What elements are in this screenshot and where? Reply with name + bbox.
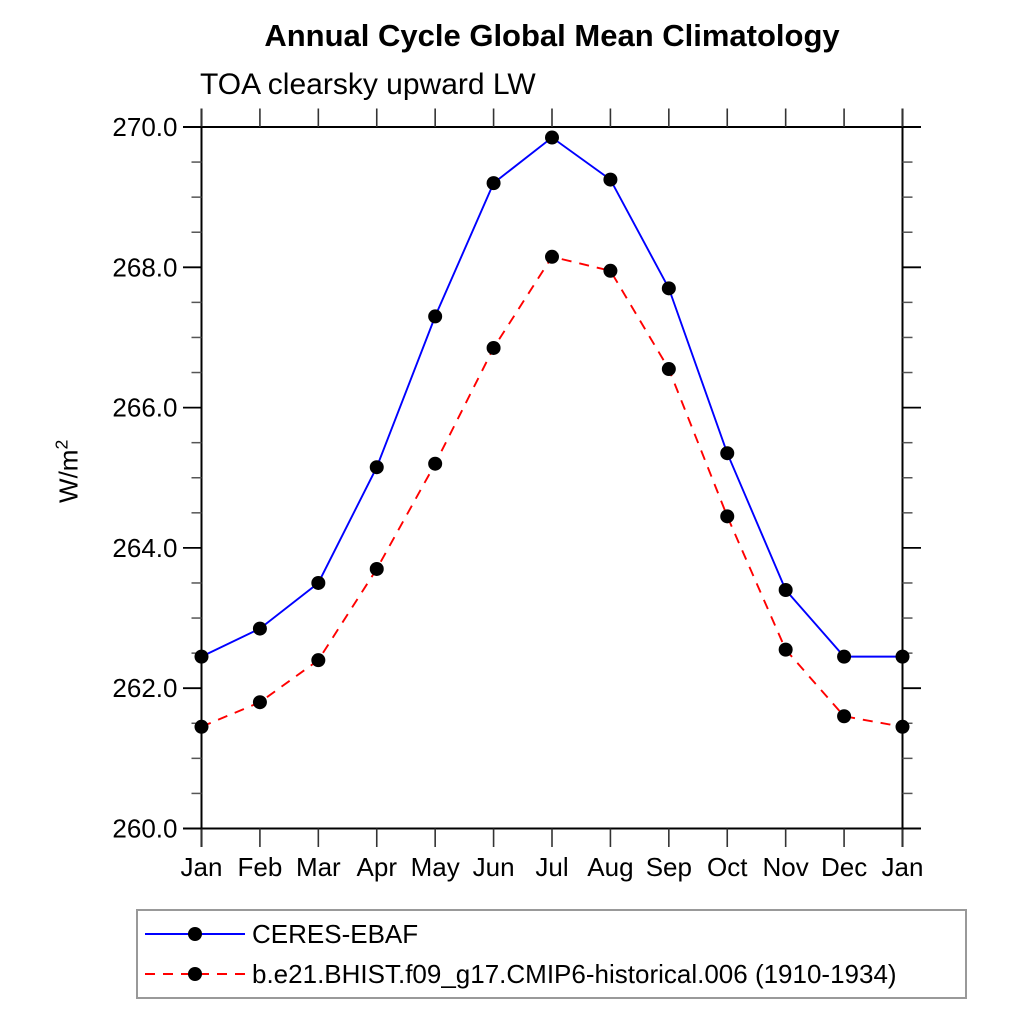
x-tick-label: Jul: [535, 852, 568, 882]
data-point-series-1: [545, 249, 559, 264]
data-point-series-0: [369, 460, 384, 475]
data-point-series-1: [369, 561, 384, 576]
data-point-series-1: [720, 509, 735, 524]
data-point-series-0: [661, 281, 676, 296]
series-line-0: [201, 136, 903, 658]
data-point-series-0: [194, 649, 209, 664]
data-point-series-0: [311, 575, 326, 590]
x-tick-label: Aug: [587, 852, 633, 882]
x-tick-label: Oct: [707, 852, 748, 882]
x-tick-label: Jun: [473, 852, 515, 882]
legend: CERES-EBAF b.e21.BHIST.f09_g17.CMIP6-his…: [136, 909, 967, 999]
legend-line-sample-dashed: [145, 967, 245, 981]
y-tick-label: 270.0: [112, 112, 177, 142]
x-tick-label: May: [411, 852, 460, 882]
chart-title: Annual Cycle Global Mean Climatology: [264, 18, 840, 53]
legend-label-observation: CERES-EBAF: [252, 918, 419, 949]
legend-label-model: b.e21.BHIST.f09_g17.CMIP6-historical.006…: [252, 958, 897, 989]
x-tick-label: Apr: [357, 852, 398, 882]
x-tick-label: Sep: [646, 852, 692, 882]
legend-line-sample-solid: [145, 927, 245, 941]
data-point-series-1: [194, 719, 209, 734]
data-point-series-1: [252, 695, 267, 710]
data-point-series-0: [603, 172, 618, 187]
data-point-series-0: [720, 446, 735, 461]
x-tick-label: Mar: [296, 852, 341, 882]
y-tick-label: 266.0: [112, 393, 177, 423]
data-point-series-1: [895, 719, 910, 734]
y-tick-label: 260.0: [112, 814, 177, 844]
data-point-series-1: [837, 709, 852, 724]
data-point-series-0: [252, 621, 267, 636]
data-point-series-0: [837, 649, 852, 664]
data-point-series-1: [311, 653, 326, 668]
data-point-series-1: [603, 263, 618, 278]
x-tick-label: Jan: [181, 852, 223, 882]
x-tick-label: Jan: [882, 852, 924, 882]
legend-marker-dot-icon: [188, 967, 202, 981]
data-point-series-1: [661, 362, 676, 377]
data-point-series-0: [486, 176, 501, 191]
data-point-series-1: [486, 340, 501, 355]
data-point-series-0: [895, 649, 910, 664]
y-tick-label: 268.0: [112, 252, 177, 282]
data-point-series-0: [428, 309, 443, 324]
legend-item-model: b.e21.BHIST.f09_g17.CMIP6-historical.006…: [138, 954, 965, 994]
data-point-series-1: [778, 642, 793, 657]
x-tick-label: Dec: [821, 852, 867, 882]
chart-subtitle: TOA clearsky upward LW: [200, 68, 536, 101]
x-tick-label: Feb: [238, 852, 283, 882]
legend-marker-dot-icon: [188, 927, 202, 941]
data-point-series-0: [778, 582, 793, 597]
data-point-series-0: [545, 130, 559, 145]
legend-item-observation: CERES-EBAF: [138, 914, 965, 954]
y-tick-label: 262.0: [112, 673, 177, 703]
y-tick-label: 264.0: [112, 533, 177, 563]
data-point-series-1: [428, 456, 443, 471]
series-line-1: [201, 255, 903, 728]
x-tick-label: Nov: [763, 852, 809, 882]
